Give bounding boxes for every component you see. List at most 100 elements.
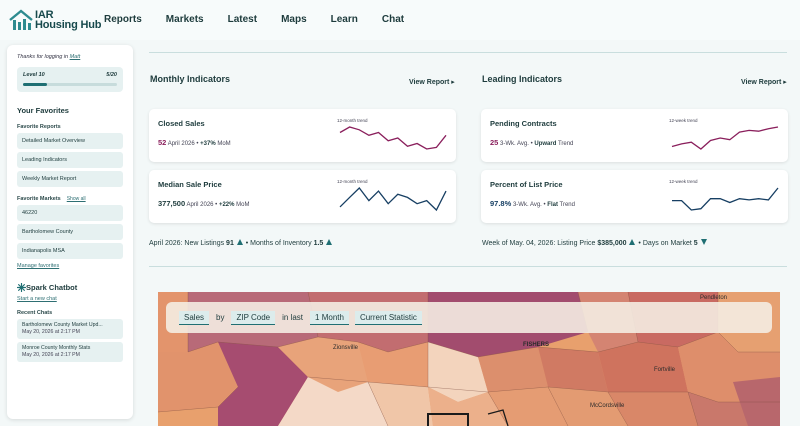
map-query-bar: Sales by ZIP Code in last 1 Month Curren… [166, 302, 772, 333]
recent-chat-date: May 20, 2026 at 2:17 PM [22, 329, 80, 335]
nav-item-learn[interactable]: Learn [330, 14, 358, 25]
user-name-link[interactable]: Matt [69, 54, 81, 60]
card-title: Closed Sales [158, 119, 205, 128]
percent-of-list-price-card[interactable]: Percent of List Price 97.8% 3-Wk. Avg. •… [481, 170, 788, 223]
favorite-market-item[interactable]: Bartholomew County [17, 224, 123, 240]
summary-value: 1.5 [313, 240, 324, 247]
nav-item-reports[interactable]: Reports [104, 14, 142, 25]
card-value-number: 52 [158, 138, 167, 147]
card-change: +22% [218, 202, 235, 208]
monthly-view-report-link[interactable]: View Report ▸ [409, 79, 455, 86]
up-arrow-icon [236, 239, 243, 245]
card-value: 377,500 April 2026 • +22% MoM [158, 199, 249, 208]
median-sale-price-card[interactable]: Median Sale Price 377,500 April 2026 • +… [149, 170, 456, 223]
level-card: Level 10 5/20 [17, 67, 123, 92]
map-place-label: Zionsville [333, 345, 359, 351]
recent-chat-item[interactable]: Bartholomew County Market Upd... May 20,… [17, 319, 123, 339]
summary-prefix: Week of May. 04, 2026: Listing Price [482, 240, 596, 247]
new-chat-link[interactable]: Start a new chat [17, 296, 57, 302]
summary-value: $385,000 [597, 240, 627, 247]
welcome-prefix: Thanks for logging in [17, 54, 69, 60]
level-label: Level 10 [23, 72, 45, 78]
favorite-report-item[interactable]: Detailed Market Overview [17, 133, 123, 149]
monthly-summary-line: April 2026: New Listings 91 • Months of … [149, 239, 333, 247]
query-word-in-last: in last [282, 313, 304, 322]
card-value-number: 97.8% [490, 199, 512, 208]
favorite-markets-label: Favorite Markets [17, 196, 61, 202]
card-period: April 2026 • [186, 202, 218, 208]
chatbot-title: Spark Chatbot [26, 283, 78, 292]
favorite-report-item[interactable]: Leading Indicators [17, 152, 123, 168]
sidebar: Thanks for logging in Matt Level 10 5/20… [7, 45, 133, 419]
closed-sales-card[interactable]: Closed Sales 52 April 2026 • +37% MoM 12… [149, 109, 456, 162]
chatbot-header: Spark Chatbot [17, 283, 123, 292]
manage-favorites-link[interactable]: Manage favorites [17, 263, 60, 269]
level-progress-text: 5/20 [106, 72, 117, 78]
nav-item-chat[interactable]: Chat [381, 14, 405, 25]
show-all-link[interactable]: Show all [66, 196, 86, 202]
up-arrow-icon [629, 239, 636, 245]
card-period: 3-Wk. Avg. • [500, 141, 533, 147]
summary-middle: • Months of Inventory [245, 240, 312, 247]
leading-view-report-link[interactable]: View Report ▸ [741, 79, 787, 86]
nav-item-maps[interactable]: Maps [281, 14, 307, 25]
trend-label: 12-month trend [337, 118, 368, 123]
card-value: 97.8% 3-Wk. Avg. • Flat Trend [490, 199, 575, 208]
map-place-label: Pendleton [700, 295, 728, 301]
card-value-number: 377,500 [158, 199, 186, 208]
trend-label: 12-month trend [337, 179, 368, 184]
up-arrow-icon [326, 239, 333, 245]
level-progress-bar [23, 83, 117, 86]
sparkline-path [671, 126, 779, 150]
nav-item-latest[interactable]: Latest [227, 14, 258, 25]
favorites-title: Your Favorites [17, 106, 69, 115]
card-change: Upward [534, 141, 557, 147]
card-change: +37% [200, 141, 216, 147]
sparkline [671, 126, 779, 150]
summary-middle: • Days on Market [638, 240, 692, 247]
statistic-selector[interactable]: Current Statistic [354, 310, 422, 325]
metric-selector[interactable]: Sales [179, 310, 210, 325]
house-logo-icon [9, 9, 33, 30]
logo-line-1: IAR [35, 9, 54, 21]
sparkline [339, 187, 447, 212]
card-value: 25 3-Wk. Avg. • Upward Trend [490, 138, 573, 147]
period-selector[interactable]: 1 Month [310, 310, 349, 325]
level-progress-fill [23, 83, 47, 86]
card-value: 52 April 2026 • +37% MoM [158, 138, 231, 147]
card-value-number: 25 [490, 138, 499, 147]
nav-item-markets[interactable]: Markets [165, 14, 204, 25]
leading-indicators-title: Leading Indicators [482, 74, 563, 84]
card-change: Flat [547, 202, 558, 208]
favorite-market-item[interactable]: 46220 [17, 205, 123, 221]
favorite-report-item[interactable]: Weekly Market Report [17, 171, 123, 187]
summary-prefix: April 2026: New Listings [149, 240, 225, 247]
leading-summary-line: Week of May. 04, 2026: Listing Price $38… [482, 239, 708, 247]
card-period: April 2026 • [167, 141, 199, 147]
pending-contracts-card[interactable]: Pending Contracts 25 3-Wk. Avg. • Upward… [481, 109, 788, 162]
divider [149, 52, 787, 53]
card-change-suffix: Trend [559, 202, 575, 208]
summary-value: 91 [226, 240, 234, 247]
card-title: Percent of List Price [490, 180, 563, 189]
sparkline [672, 187, 779, 211]
recent-chat-title: Bartholomew County Market Upd... [22, 322, 103, 328]
logo-line-2: Housing Hub [35, 19, 102, 31]
card-period: 3-Wk. Avg. • [512, 202, 546, 208]
welcome-message: Thanks for logging in Matt [17, 54, 123, 60]
recent-chat-title: Monroe County Monthly Stats [22, 345, 91, 351]
sparkline-path [339, 126, 447, 150]
sparkline-path [672, 187, 779, 211]
recent-chat-item[interactable]: Monroe County Monthly Stats May 20, 2026… [17, 342, 123, 362]
monthly-indicators-title: Monthly Indicators [150, 74, 231, 84]
favorite-market-item[interactable]: Indianapolis MSA [17, 243, 123, 259]
recent-chats-label: Recent Chats [17, 310, 53, 316]
group-selector[interactable]: ZIP Code [231, 310, 276, 325]
query-word-by: by [216, 313, 225, 322]
map-place-label: FISHERS [523, 342, 550, 348]
card-change-suffix: MoM [236, 202, 250, 208]
recent-chat-date: May 20, 2026 at 2:17 PM [22, 352, 80, 358]
favorite-reports-label: Favorite Reports [17, 124, 61, 130]
logo[interactable]: IAR Housing Hub [8, 8, 101, 32]
down-arrow-icon [700, 239, 707, 245]
